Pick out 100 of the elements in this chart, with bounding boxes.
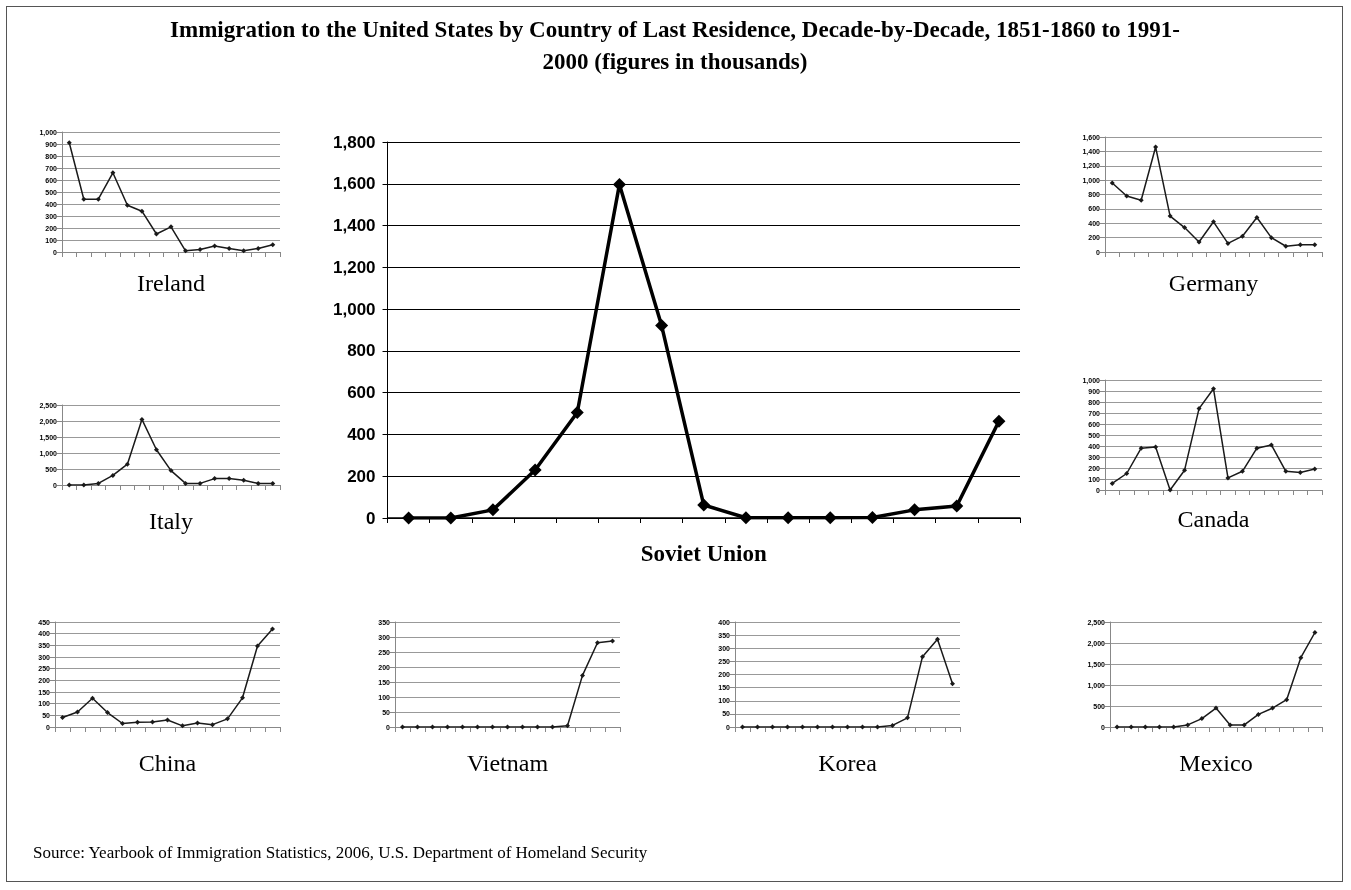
point [770, 724, 775, 730]
point [60, 714, 65, 720]
point [139, 208, 145, 214]
point [1312, 242, 1318, 248]
x-axis-title: Italy [149, 508, 193, 534]
point [90, 695, 95, 701]
point [241, 248, 247, 254]
point [150, 719, 155, 725]
point [1268, 235, 1274, 241]
point [135, 719, 140, 725]
point [139, 416, 145, 422]
point [270, 626, 275, 632]
point [226, 476, 232, 482]
point [1142, 724, 1148, 730]
point [1114, 724, 1120, 730]
point [1124, 193, 1130, 199]
point [1167, 487, 1173, 493]
y-tick-label: 600 [347, 383, 376, 403]
point [1268, 442, 1274, 448]
point [1196, 406, 1202, 412]
point [165, 717, 170, 723]
point [444, 511, 458, 525]
x-axis-title: Germany [1168, 270, 1259, 296]
point [180, 723, 185, 729]
y-tick-label: 800 [347, 341, 376, 361]
point [1211, 219, 1216, 225]
point [535, 724, 540, 730]
point [153, 231, 159, 237]
point [785, 724, 790, 730]
point [550, 724, 555, 730]
point [110, 170, 116, 176]
point [755, 724, 760, 730]
point [1227, 722, 1233, 728]
x-axis-title: Soviet Union [640, 541, 767, 566]
point [950, 499, 964, 513]
point [1128, 724, 1134, 730]
point [1124, 471, 1130, 476]
point [400, 724, 405, 730]
point [255, 480, 261, 486]
point [830, 724, 835, 730]
point [1153, 144, 1159, 150]
point [81, 196, 87, 202]
point [697, 498, 711, 512]
y-tick-label: 1,400 [332, 216, 376, 236]
point [486, 503, 500, 517]
point [197, 247, 203, 253]
point [739, 511, 753, 525]
point [950, 681, 955, 687]
point [183, 248, 189, 254]
point [1199, 716, 1205, 722]
point [197, 480, 203, 486]
point [75, 709, 80, 715]
point [1312, 630, 1318, 635]
point [595, 640, 600, 646]
source-note: Source: Yearbook of Immigration Statistics, 2006, U.S. Department of Homeland Security [33, 843, 648, 863]
text: Immigration to the United States by Country of Last Residence, Decade-by-Decade, 1851-1860 to 1991-2000 (figures in thousands) [170, 16, 1180, 76]
point [1182, 225, 1188, 231]
point [183, 480, 189, 486]
point [1167, 213, 1173, 219]
point [81, 482, 87, 488]
point [210, 722, 215, 728]
point [241, 477, 247, 483]
point [1241, 722, 1247, 728]
point [95, 196, 101, 202]
point [168, 224, 174, 230]
point [1298, 655, 1304, 661]
point [1138, 445, 1144, 451]
point [430, 724, 435, 730]
x-axis-title: Vietnam [466, 750, 549, 776]
point [460, 724, 465, 730]
point [1283, 468, 1289, 474]
point [1312, 466, 1318, 472]
point [270, 242, 276, 248]
point [195, 720, 200, 726]
point [66, 140, 72, 146]
point [905, 715, 910, 721]
y-tick-label: 1,600 [332, 174, 376, 194]
point [120, 721, 125, 726]
y-tick-label: 400 [347, 424, 376, 444]
point [935, 636, 940, 642]
point [1254, 215, 1260, 220]
x-axis-title: Ireland [137, 270, 205, 296]
point [1239, 233, 1245, 239]
point [1270, 705, 1276, 711]
point [655, 319, 669, 333]
point [1211, 386, 1216, 392]
y-tick-label: 0 [366, 508, 376, 528]
point [781, 511, 795, 525]
point [124, 461, 130, 467]
point [445, 724, 450, 730]
point [1213, 705, 1219, 711]
point [212, 476, 218, 482]
point [1284, 697, 1290, 703]
point [1171, 724, 1177, 730]
y-tick-label: 200 [347, 466, 376, 486]
point [1185, 722, 1191, 728]
point [1225, 475, 1231, 481]
point [528, 463, 542, 477]
point [255, 643, 260, 649]
point [845, 724, 850, 730]
